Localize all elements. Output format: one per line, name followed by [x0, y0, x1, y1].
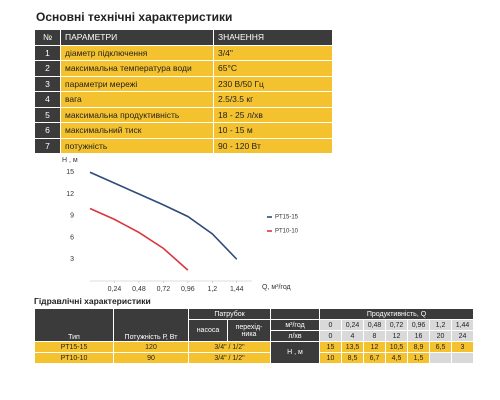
x-tick-label: 1,2 — [207, 286, 217, 293]
unit-cell: Н , м — [270, 341, 320, 364]
x-tick-label: 0,48 — [132, 286, 146, 293]
lpm-value: 0 — [319, 330, 342, 342]
parameter: вага — [60, 91, 214, 108]
empty-cell — [451, 352, 474, 364]
parameter: потужність — [60, 137, 214, 154]
table-row: № ПАРАМЕТРИ ЗНАЧЕННЯ — [34, 29, 333, 46]
head-value: 12 — [363, 341, 386, 353]
flow-value: 0,24 — [341, 319, 364, 331]
head-value: 6,5 — [429, 341, 452, 353]
head-value: 8,5 — [341, 352, 364, 364]
value: 18 - 25 л/хв — [213, 106, 333, 123]
lpm-value: 8 — [363, 330, 386, 342]
y-tick-label: 3 — [70, 256, 74, 263]
head-value: 1,5 — [407, 352, 430, 364]
value: 90 - 120 Вт — [213, 137, 333, 154]
hydraulics-table: Тип Потужність Р, Вт Патрубок Продуктивніст… — [34, 308, 474, 364]
row-number: 2 — [34, 60, 61, 77]
table-row: 6 максимальний тиск 10 - 15 м — [34, 122, 333, 139]
table-row: PT10-10 90 3/4" / 1/2" 10 8,5 6,7 4,5 1,5 — [34, 352, 474, 364]
table-row: насоса перехід-ника м³/год 0 0,24 0,48 0,72 0,9… — [35, 319, 474, 342]
header-cell: Патрубок — [188, 308, 271, 320]
pipe: 3/4" / 1/2" — [188, 352, 271, 364]
lpm-value: 12 — [385, 330, 408, 342]
y-axis-label: Н , м — [62, 157, 78, 164]
type: PT15-15 — [34, 341, 114, 353]
page-title: Основні технічні характеристики — [36, 10, 233, 24]
table-row: 7 потужність 90 - 120 Вт — [34, 137, 333, 154]
head-value: 4,5 — [385, 352, 408, 364]
head-value: 10,5 — [385, 341, 408, 353]
power: 90 — [113, 352, 189, 364]
header-cell: насоса — [188, 319, 228, 342]
row-number: 1 — [34, 44, 61, 61]
lpm-value: 24 — [451, 330, 474, 342]
flow-value: 1,2 — [429, 319, 452, 331]
value: 2.5/3.5 кг — [213, 91, 333, 108]
header-cell: перехід-ника — [227, 319, 271, 342]
x-tick-label: 0,24 — [108, 286, 122, 293]
pipe: 3/4" / 1/2" — [188, 341, 271, 353]
head-value: 8,9 — [407, 341, 430, 353]
table-row: 4 вага 2.5/3.5 кг — [34, 91, 333, 108]
parameter: діаметр підключення — [60, 44, 214, 61]
header-cell: Потужність Р, Вт — [113, 308, 189, 342]
header-cell: Продуктивність, Q — [319, 308, 474, 320]
lpm-value: 20 — [429, 330, 452, 342]
x-tick-label: 0,96 — [181, 286, 195, 293]
y-tick-label: 9 — [70, 213, 74, 220]
value: 65°C — [213, 60, 333, 77]
row-number: 6 — [34, 122, 61, 139]
x-tick-label: 1,44 — [230, 286, 244, 293]
flow-value: 0,96 — [407, 319, 430, 331]
flow-value: 0 — [319, 319, 342, 331]
legend-label: PT15-15 — [275, 215, 299, 221]
lpm-value: 16 — [407, 330, 430, 342]
header-cell — [270, 308, 320, 320]
head-value: 10 — [319, 352, 342, 364]
row-number: 3 — [34, 75, 61, 92]
type: PT10-10 — [34, 352, 114, 364]
series-line — [89, 171, 238, 260]
table-row: л/хв 0 4 8 12 16 20 24 — [35, 330, 474, 342]
value: 3/4" — [213, 44, 333, 61]
header-cell: ЗНАЧЕННЯ — [213, 29, 333, 46]
flow-value: 1,44 — [451, 319, 474, 331]
table-row: 3 параметри мережі 230 В/50 Гц — [34, 75, 333, 92]
x-tick-label: 0,72 — [157, 286, 171, 293]
head-value: 3 — [451, 341, 474, 353]
head-value: 13,5 — [341, 341, 364, 353]
flow-value: 0,48 — [363, 319, 386, 331]
head-value: 15 — [319, 341, 342, 353]
lpm-value: 4 — [341, 330, 364, 342]
header-cell: ПАРАМЕТРИ — [60, 29, 214, 46]
power: 120 — [113, 341, 189, 353]
parameter: параметри мережі — [60, 75, 214, 92]
header-cell: Тип — [34, 308, 114, 342]
table-row: PT15-15 120 3/4" / 1/2" Н , м 15 13,5 12 10,5 8,… — [34, 341, 474, 364]
table-row: Тип Потужність Р, Вт Патрубок Продуктивніст… — [34, 308, 474, 342]
head-value: 6,7 — [363, 352, 386, 364]
table-row: 2 максимальна температура води 65°C — [34, 60, 333, 77]
empty-cell — [429, 352, 452, 364]
specs-table: № ПАРАМЕТРИ ЗНАЧЕННЯ 1 діаметр підключення 3/… — [34, 29, 333, 154]
series-line — [89, 207, 189, 271]
hydraulics-title: Гідравлічні характеристики — [34, 296, 151, 306]
legend-label: PT10-10 — [275, 229, 299, 235]
unit-cell: л/хв — [270, 330, 320, 342]
y-tick-label: 15 — [66, 169, 74, 176]
header-cell: № — [34, 29, 61, 46]
unit-cell: м³/год — [270, 319, 320, 331]
value: 230 В/50 Гц — [213, 75, 333, 92]
y-tick-label: 12 — [66, 191, 74, 198]
flow-value: 0,72 — [385, 319, 408, 331]
y-tick-label: 6 — [70, 234, 74, 241]
table-row: 1 діаметр підключення 3/4" — [34, 44, 333, 61]
x-axis-label: Q, м³/год — [262, 284, 291, 291]
